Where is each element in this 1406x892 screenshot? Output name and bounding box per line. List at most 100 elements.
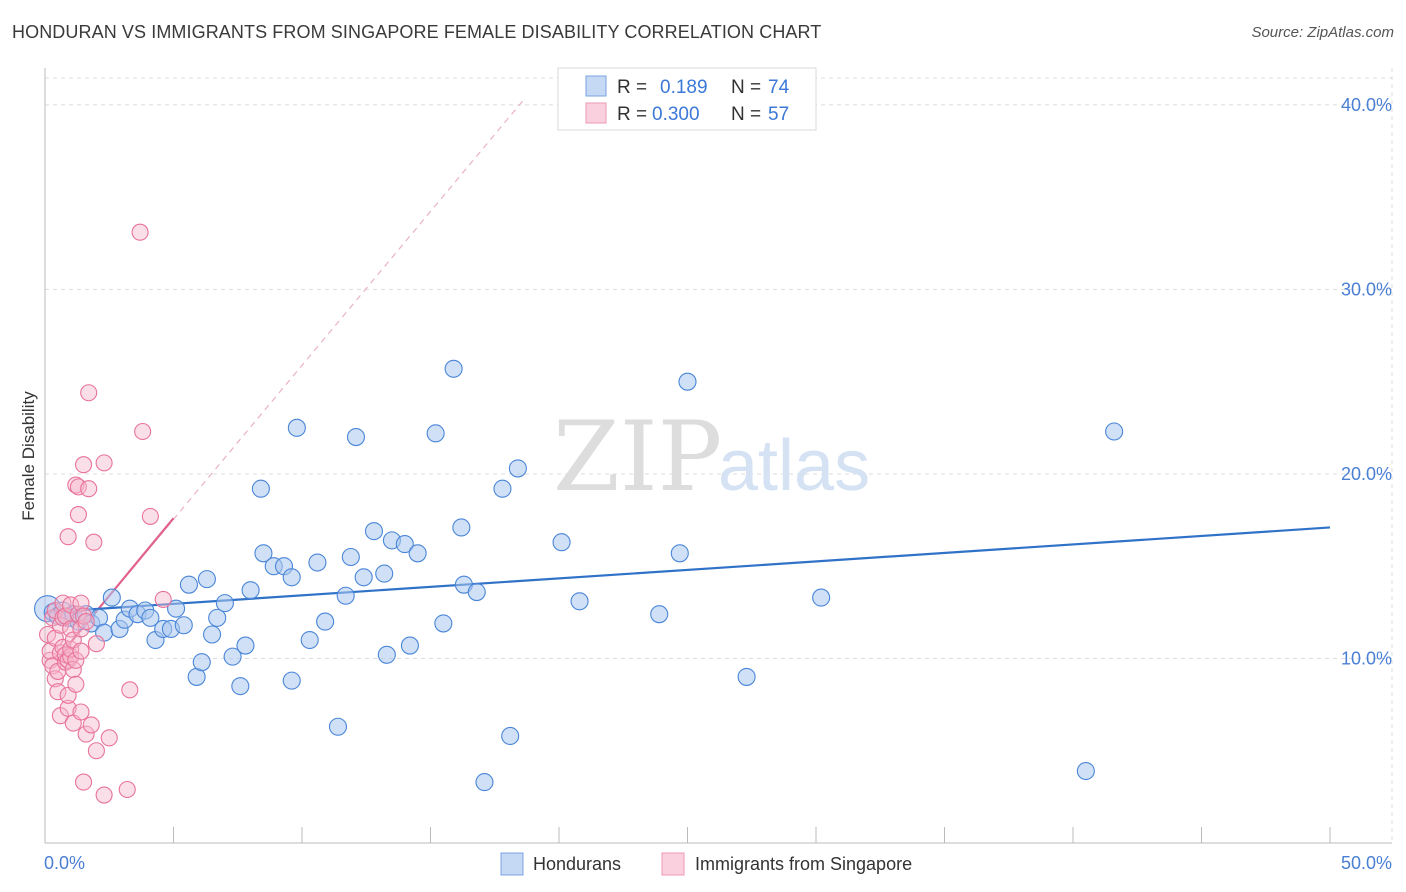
data-point-hondurans bbox=[282, 568, 301, 587]
bottom-legend-label-singapore: Immigrants from Singapore bbox=[695, 854, 912, 874]
data-point-hondurans bbox=[208, 608, 227, 627]
data-point-singapore bbox=[134, 422, 152, 441]
data-point-singapore bbox=[72, 642, 90, 660]
data-point-singapore bbox=[121, 681, 139, 699]
legend-swatch-singapore bbox=[585, 102, 607, 124]
data-point-singapore bbox=[80, 480, 98, 498]
gridlines bbox=[45, 68, 1393, 843]
bottom-legend-swatch-hondurans bbox=[500, 852, 524, 876]
data-point-singapore bbox=[57, 607, 75, 625]
data-point-singapore bbox=[67, 675, 85, 693]
data-point-hondurans bbox=[552, 533, 571, 552]
data-point-hondurans bbox=[223, 647, 242, 666]
y-tick-label: 40.0% bbox=[1341, 95, 1392, 115]
data-point-hondurans bbox=[203, 625, 222, 644]
legend-r-label: R = bbox=[617, 77, 647, 98]
data-point-hondurans bbox=[231, 677, 250, 696]
data-point-hondurans bbox=[287, 418, 306, 437]
data-point-singapore bbox=[59, 528, 77, 546]
legend-n-label: N = bbox=[731, 104, 761, 125]
data-point-singapore bbox=[141, 507, 159, 525]
data-point-singapore bbox=[77, 725, 95, 743]
watermark-atlas: atlas bbox=[718, 426, 870, 506]
data-point-hondurans bbox=[300, 630, 319, 650]
data-point-singapore bbox=[80, 384, 98, 402]
data-point-hondurans bbox=[308, 553, 327, 572]
data-point-hondurans bbox=[241, 581, 260, 600]
bottom-legend: Hondurans Immigrants from Singapore bbox=[500, 852, 912, 876]
data-point-hondurans bbox=[426, 424, 445, 443]
data-point-hondurans bbox=[501, 726, 520, 746]
data-point-hondurans bbox=[1076, 761, 1095, 781]
data-point-hondurans bbox=[467, 582, 486, 602]
data-point-singapore bbox=[69, 478, 87, 496]
data-point-singapore bbox=[95, 786, 113, 804]
data-point-hondurans bbox=[452, 518, 471, 537]
legend-r-label: R = bbox=[617, 104, 647, 125]
chart-title: HONDURAN VS IMMIGRANTS FROM SINGAPORE FE… bbox=[12, 22, 822, 42]
y-tick-label: 20.0% bbox=[1341, 464, 1392, 484]
data-point-hondurans bbox=[475, 773, 494, 792]
data-point-hondurans bbox=[236, 636, 255, 655]
data-point-singapore bbox=[87, 635, 105, 653]
data-point-singapore bbox=[87, 742, 105, 760]
data-point-hondurans bbox=[670, 544, 689, 563]
data-point-singapore bbox=[131, 223, 149, 241]
watermark-zip: ZIP bbox=[553, 401, 722, 513]
data-point-singapore bbox=[49, 683, 67, 701]
bottom-legend-swatch-singapore bbox=[661, 852, 685, 876]
y-tick-labels: 10.0% 20.0% 30.0% 40.0% bbox=[1341, 95, 1392, 669]
data-point-singapore bbox=[67, 651, 85, 669]
y-axis-label: Female Disability bbox=[19, 391, 38, 521]
x-tick-labels: 0.0% 50.0% bbox=[44, 853, 1392, 873]
data-point-hondurans bbox=[400, 636, 419, 655]
data-point-hondurans bbox=[341, 547, 360, 567]
axes bbox=[44, 68, 1392, 844]
data-point-hondurans bbox=[493, 479, 512, 498]
trend-line-singapore bbox=[59, 517, 175, 656]
data-point-hondurans bbox=[282, 671, 301, 690]
data-point-hondurans bbox=[197, 570, 216, 589]
data-point-singapore bbox=[82, 716, 100, 734]
data-point-hondurans bbox=[215, 594, 234, 613]
data-point-hondurans bbox=[346, 427, 366, 447]
data-point-hondurans bbox=[192, 653, 211, 672]
data-point-singapore bbox=[154, 590, 172, 608]
data-point-hondurans bbox=[434, 614, 453, 633]
data-point-hondurans bbox=[336, 586, 355, 605]
data-point-hondurans bbox=[812, 588, 831, 607]
legend-r-value: 0.189 bbox=[660, 77, 708, 98]
data-point-hondurans bbox=[377, 645, 396, 664]
data-point-hondurans bbox=[141, 608, 160, 627]
watermark: ZIP atlas bbox=[553, 401, 870, 513]
data-point-hondurans bbox=[251, 479, 270, 498]
data-point-hondurans bbox=[678, 372, 697, 391]
legend-n-value: 74 bbox=[768, 77, 790, 98]
trend-lines bbox=[44, 97, 1331, 656]
data-point-singapore bbox=[72, 594, 90, 612]
data-point-hondurans bbox=[354, 568, 373, 587]
source-credit: Source: ZipAtlas.com bbox=[1251, 24, 1394, 41]
bottom-legend-label-hondurans: Hondurans bbox=[533, 854, 621, 874]
data-point-hondurans bbox=[316, 612, 335, 631]
legend-n-label: N = bbox=[731, 77, 761, 98]
data-point-hondurans bbox=[167, 599, 186, 618]
data-point-hondurans bbox=[102, 588, 121, 607]
data-point-hondurans bbox=[444, 359, 463, 378]
data-point-singapore bbox=[72, 703, 90, 721]
data-point-singapore bbox=[75, 456, 93, 474]
x-tick-label: 0.0% bbox=[44, 853, 85, 873]
data-point-hondurans bbox=[737, 667, 756, 686]
y-tick-label: 10.0% bbox=[1341, 648, 1392, 668]
data-point-singapore bbox=[77, 613, 95, 631]
data-point-hondurans bbox=[508, 459, 527, 478]
data-point-hondurans bbox=[1105, 422, 1124, 441]
data-point-hondurans bbox=[364, 522, 384, 541]
data-point-singapore bbox=[85, 533, 103, 551]
data-point-hondurans bbox=[650, 605, 669, 624]
data-point-hondurans bbox=[179, 575, 198, 594]
data-point-singapore bbox=[100, 729, 118, 747]
legend: R = 0.189 N = 74 R = 0.300 N = 57 bbox=[557, 67, 817, 131]
data-point-singapore bbox=[118, 780, 136, 799]
data-point-singapore bbox=[69, 505, 87, 524]
